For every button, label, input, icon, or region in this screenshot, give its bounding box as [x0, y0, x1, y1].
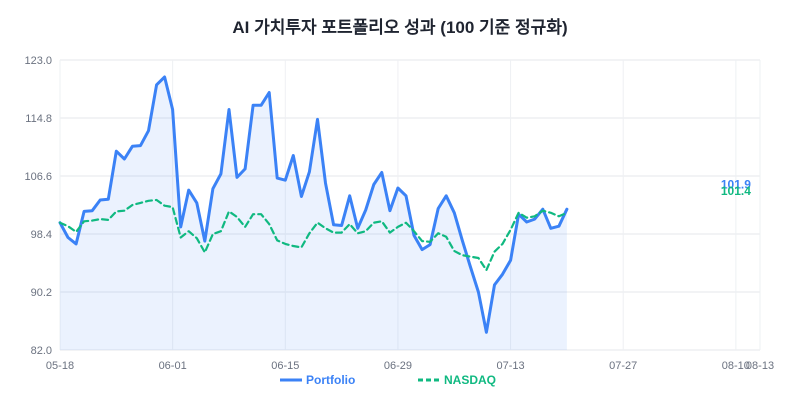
y-tick-label: 90.2 — [31, 287, 52, 299]
legend-label-nasdaq[interactable]: NASDAQ — [444, 373, 496, 387]
series-line-nasdaq[interactable] — [58, 198, 568, 272]
y-axis-ticks: 123.0 114.8 106.6 98.4 90.2 82.0 — [24, 55, 52, 357]
x-tick-label: 08-13 — [746, 360, 774, 372]
x-tick-label: 08-10 — [722, 360, 750, 372]
legend[interactable]: Portfolio NASDAQ — [280, 373, 496, 387]
legend-label-portfolio[interactable]: Portfolio — [306, 373, 355, 387]
x-tick-label: 07-27 — [609, 360, 637, 372]
x-tick-label: 07-13 — [497, 360, 525, 372]
y-tick-label: 106.6 — [24, 171, 52, 183]
x-tick-label: 06-01 — [159, 360, 187, 372]
x-tick-label: 06-15 — [271, 360, 299, 372]
end-value-label-portfolio: 101.9 — [721, 178, 751, 192]
y-tick-label: 114.8 — [25, 113, 52, 125]
x-tick-label: 06-29 — [384, 360, 412, 372]
end-value-label-nasdaq: 101.4 — [721, 184, 751, 198]
y-tick-label: 98.4 — [31, 229, 52, 241]
x-tick-label: 05-18 — [46, 360, 74, 372]
y-tick-label: 123.0 — [24, 55, 52, 67]
chart-title: AI 가치투자 포트폴리오 성과 (100 기준 정규화) — [232, 18, 567, 37]
series-area-portfolio — [60, 77, 567, 350]
series-line-portfolio[interactable] — [58, 75, 569, 334]
series-layer — [58, 75, 569, 350]
y-tick-label: 82.0 — [31, 345, 52, 357]
